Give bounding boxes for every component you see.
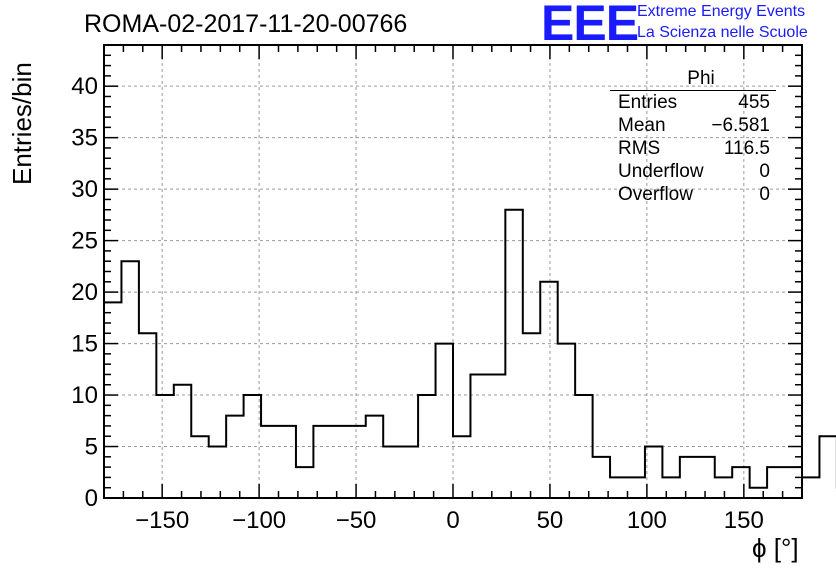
histogram-bin xyxy=(383,447,400,498)
x-tick-label: 50 xyxy=(537,507,564,534)
y-tick-label: 20 xyxy=(71,279,98,306)
brand-line-1: Extreme Energy Events xyxy=(637,3,806,20)
histogram-bin xyxy=(348,426,365,498)
stat-label: Mean xyxy=(618,115,666,136)
eee-logo: EEE xyxy=(541,0,639,51)
histogram-bin xyxy=(121,261,138,498)
histogram-bin xyxy=(470,374,487,498)
stats-separator xyxy=(610,90,776,91)
stat-row-entries: Entries 455 xyxy=(609,91,779,114)
histogram-bin xyxy=(104,302,121,498)
histogram-series xyxy=(104,208,836,498)
histogram-bin xyxy=(697,457,714,498)
y-tick-label: 15 xyxy=(71,331,98,358)
tick-marks xyxy=(103,44,803,499)
stat-row-mean: Mean −6.581 xyxy=(609,114,779,137)
stat-value: 116.5 xyxy=(723,138,770,159)
stat-value: 0 xyxy=(759,184,770,205)
chart-title: ROMA-02-2017-11-20-00766 xyxy=(84,10,408,38)
x-tick-label: 0 xyxy=(446,507,459,534)
histogram-bin xyxy=(732,467,749,498)
histogram-bin xyxy=(139,333,156,498)
x-tick-label: −50 xyxy=(336,507,377,534)
histogram-bin xyxy=(680,457,697,498)
stat-row-rms: RMS 116.5 xyxy=(609,137,779,160)
histogram-bin xyxy=(523,333,540,498)
histogram-bin xyxy=(610,477,627,498)
x-tick-label: −100 xyxy=(232,507,286,534)
histogram-bin xyxy=(191,436,208,498)
histogram-bin xyxy=(418,395,435,498)
histogram-bin xyxy=(279,426,296,498)
histogram-bin xyxy=(226,416,243,498)
stat-row-overflow: Overflow 0 xyxy=(609,183,779,206)
histogram-bin xyxy=(244,395,261,498)
histogram-bin xyxy=(785,467,802,498)
histogram-bin xyxy=(401,447,418,498)
stat-value: 455 xyxy=(738,92,770,113)
stat-row-underflow: Underflow 0 xyxy=(609,160,779,183)
histogram-bin xyxy=(575,395,592,498)
y-tick-label: 35 xyxy=(71,125,98,152)
y-tick-label: 40 xyxy=(71,73,98,100)
histogram-bin xyxy=(261,426,278,498)
y-tick-label: 5 xyxy=(85,434,98,461)
y-tick-label: 0 xyxy=(85,485,98,512)
histogram-bin xyxy=(662,477,679,498)
stat-label: RMS xyxy=(618,138,661,159)
x-tick-label: 150 xyxy=(724,507,764,534)
stat-label: Overflow xyxy=(618,184,693,205)
histogram-bin xyxy=(453,436,470,498)
y-tick-label: 10 xyxy=(71,382,98,409)
x-tick-label: 100 xyxy=(627,507,667,534)
y-tick-label: 30 xyxy=(71,176,98,203)
histogram-bin xyxy=(488,374,505,498)
histogram-bin xyxy=(209,447,226,498)
histogram-bin xyxy=(436,344,453,498)
x-tick-label: −150 xyxy=(135,507,189,534)
histogram-bin xyxy=(366,416,383,498)
histogram-line xyxy=(104,208,836,489)
stats-box: Phi Entries 455 Mean −6.581 RMS 116.5 Un… xyxy=(609,68,779,206)
stat-label: Entries xyxy=(618,92,678,113)
stat-label: Underflow xyxy=(618,161,704,182)
histogram-bin xyxy=(558,344,575,498)
stats-title: Phi xyxy=(687,68,715,89)
brand-line-2: La Scienza nelle Scuole xyxy=(637,24,808,41)
histogram-bin xyxy=(313,426,330,498)
histogram-bin xyxy=(540,282,557,498)
stat-value: 0 xyxy=(759,161,770,182)
tick-labels: −150 −100 −50 0 50 100 150 0 5 10 15 20 25 30 35 40 xyxy=(71,73,764,534)
histogram-bin xyxy=(505,210,522,498)
histogram-bin xyxy=(628,477,645,498)
y-tick-label: 25 xyxy=(71,228,98,255)
histogram-bin xyxy=(750,488,767,498)
histogram-bin xyxy=(819,436,836,498)
histogram-bin xyxy=(156,395,173,498)
histogram-bin xyxy=(802,477,819,498)
x-axis-label: ϕ [°] xyxy=(752,533,799,563)
histogram-bin xyxy=(174,385,191,498)
histogram-bin xyxy=(715,477,732,498)
histogram-bin xyxy=(331,426,348,498)
stat-value: −6.581 xyxy=(711,115,770,136)
